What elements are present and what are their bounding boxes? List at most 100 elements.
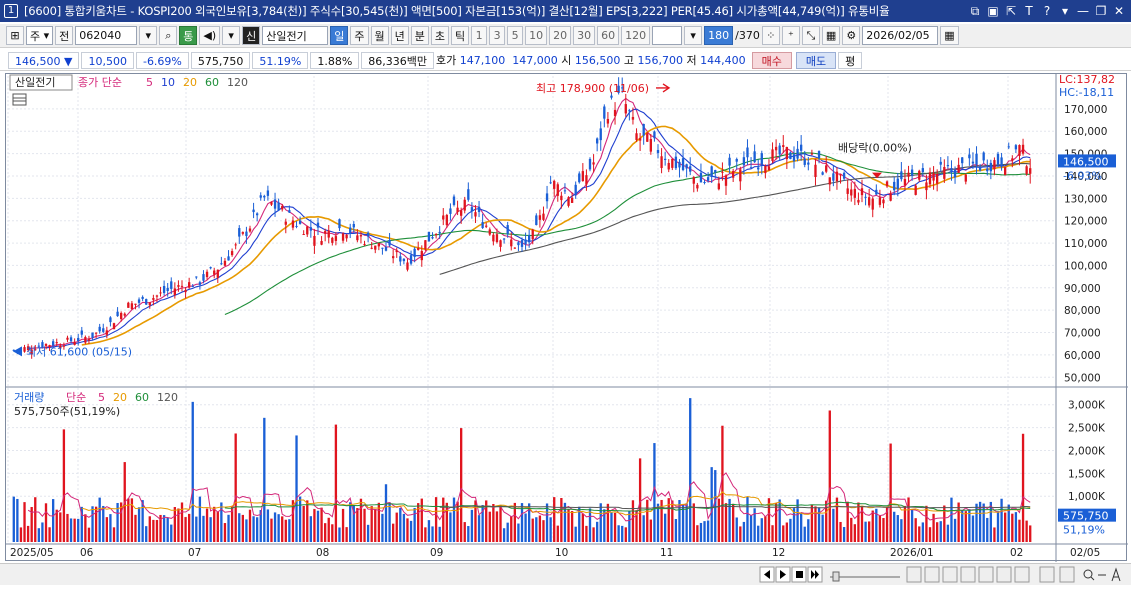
- candle-body: [73, 341, 76, 345]
- candle-body: [699, 172, 703, 183]
- candle-body: [710, 166, 713, 177]
- hand-icon[interactable]: [1014, 566, 1030, 583]
- candle-body: [574, 184, 577, 196]
- save-icon[interactable]: ▣: [987, 4, 999, 18]
- volume-bar: [771, 525, 774, 542]
- minimize-icon[interactable]: —: [1077, 4, 1089, 18]
- link-icon[interactable]: ⧉: [970, 4, 980, 18]
- settings-icon[interactable]: ⚙: [842, 26, 861, 45]
- layout-icon[interactable]: ⊞: [6, 26, 24, 45]
- interval-60[interactable]: 60: [597, 26, 620, 45]
- scroll-left-icon[interactable]: [759, 566, 775, 583]
- help-icon[interactable]: ?: [1043, 4, 1051, 18]
- stock-name-field[interactable]: 산일전기: [262, 26, 329, 45]
- candle-body: [30, 349, 33, 355]
- stop-icon[interactable]: [791, 566, 807, 583]
- zoom-out-icon[interactable]: [906, 566, 922, 583]
- tab-tick[interactable]: 틱: [451, 26, 470, 45]
- candle-body: [55, 342, 58, 344]
- crosshair-icon[interactable]: [996, 566, 1012, 583]
- candle-body: [839, 174, 842, 176]
- interval-custom-input[interactable]: [652, 26, 683, 45]
- price-volume-chart[interactable]: 170,000160,000150,000140,000130,000120,0…: [6, 73, 1128, 562]
- close-icon[interactable]: ✕: [1113, 4, 1125, 18]
- search-icon[interactable]: ⌕: [159, 26, 178, 45]
- zoom-in-icon[interactable]: [924, 566, 940, 583]
- date-input[interactable]: 2026/02/05: [862, 26, 939, 45]
- volume-bar: [112, 527, 116, 542]
- volume-bar: [703, 521, 706, 542]
- tab-second[interactable]: 초: [430, 26, 450, 45]
- candle-body: [825, 165, 828, 172]
- pan-icon[interactable]: [1039, 566, 1055, 583]
- fast-forward-icon[interactable]: [807, 566, 823, 583]
- tab-week[interactable]: 주: [350, 26, 369, 45]
- chart-type-icon[interactable]: ⤡: [801, 26, 820, 45]
- overlay-icon[interactable]: ⁺: [781, 26, 800, 45]
- candle-body: [617, 85, 620, 93]
- calendar-icon[interactable]: ▦: [940, 26, 959, 45]
- tab-year[interactable]: 년: [390, 26, 409, 45]
- candle-body: [674, 156, 678, 169]
- dropdown-icon[interactable]: ▾: [1061, 4, 1069, 18]
- expand-icon[interactable]: [960, 566, 976, 583]
- sell-button[interactable]: 매도: [795, 51, 837, 69]
- candle-body: [295, 225, 298, 227]
- candle-body: [799, 144, 803, 151]
- candle-body: [248, 228, 252, 232]
- interval-10[interactable]: 10: [525, 26, 548, 45]
- zoom-cursor-icon[interactable]: [1059, 566, 1075, 583]
- volume-bar: [402, 513, 406, 542]
- chart-area[interactable]: 170,000160,000150,000140,000130,000120,0…: [5, 73, 1128, 562]
- interval-30[interactable]: 30: [573, 26, 596, 45]
- volume-bar: [442, 497, 445, 542]
- volume-bar: [882, 517, 885, 542]
- volume-bar: [599, 503, 602, 542]
- interval-5[interactable]: 5: [507, 26, 524, 45]
- group-icon[interactable]: 통: [179, 26, 198, 45]
- tab-day[interactable]: 일: [330, 26, 349, 45]
- eval-button[interactable]: 평: [838, 51, 863, 69]
- code-input[interactable]: 062040: [75, 26, 138, 45]
- restore-icon[interactable]: ❐: [1095, 4, 1107, 18]
- speaker-dropdown-icon[interactable]: ▾: [222, 26, 241, 45]
- count-input[interactable]: 180: [704, 26, 734, 45]
- volume-bar: [1014, 512, 1018, 542]
- candle-body: [105, 330, 109, 335]
- grid-icon[interactable]: ▦: [821, 26, 841, 45]
- text-icon[interactable]: T: [1025, 4, 1033, 18]
- buy-button[interactable]: 매수: [751, 51, 792, 69]
- interval-dropdown-icon[interactable]: ▾: [684, 26, 703, 45]
- volume-bar: [130, 498, 134, 542]
- font-size-icon[interactable]: [1111, 567, 1121, 582]
- code-dropdown-icon[interactable]: ▾: [139, 26, 158, 45]
- candle-body: [932, 173, 935, 181]
- volume-bar: [932, 513, 935, 542]
- interval-20[interactable]: 20: [549, 26, 572, 45]
- candle-body: [764, 166, 767, 174]
- volume-bar: [91, 506, 94, 542]
- tab-minute[interactable]: 분: [410, 26, 429, 45]
- capture-icon[interactable]: [978, 566, 994, 583]
- magnify-icon[interactable]: [1083, 569, 1095, 581]
- fit-icon[interactable]: [942, 566, 958, 583]
- date-tick-label: 10: [555, 547, 568, 559]
- scroll-right-icon[interactable]: [775, 566, 791, 583]
- price-change: 10,500: [81, 51, 134, 69]
- zoom-slider[interactable]: [830, 571, 900, 582]
- table-toggle-icon[interactable]: [12, 93, 27, 106]
- price-tick-label: 50,000: [1064, 372, 1101, 384]
- pin-icon[interactable]: ⇱: [1005, 4, 1017, 18]
- volume-bar: [180, 502, 184, 542]
- indicator-icon[interactable]: ⁘: [761, 26, 780, 45]
- speaker-icon[interactable]: ◀): [199, 26, 221, 45]
- tab-month[interactable]: 월: [370, 26, 389, 45]
- interval-3[interactable]: 3: [489, 26, 506, 45]
- interval-1[interactable]: 1: [471, 26, 488, 45]
- interval-120[interactable]: 120: [621, 26, 651, 45]
- candle-body: [145, 299, 148, 305]
- prev-button[interactable]: 전: [55, 26, 74, 45]
- candle-body: [381, 247, 384, 249]
- candle-body: [452, 196, 456, 205]
- type-select[interactable]: 주 ▾: [26, 26, 54, 45]
